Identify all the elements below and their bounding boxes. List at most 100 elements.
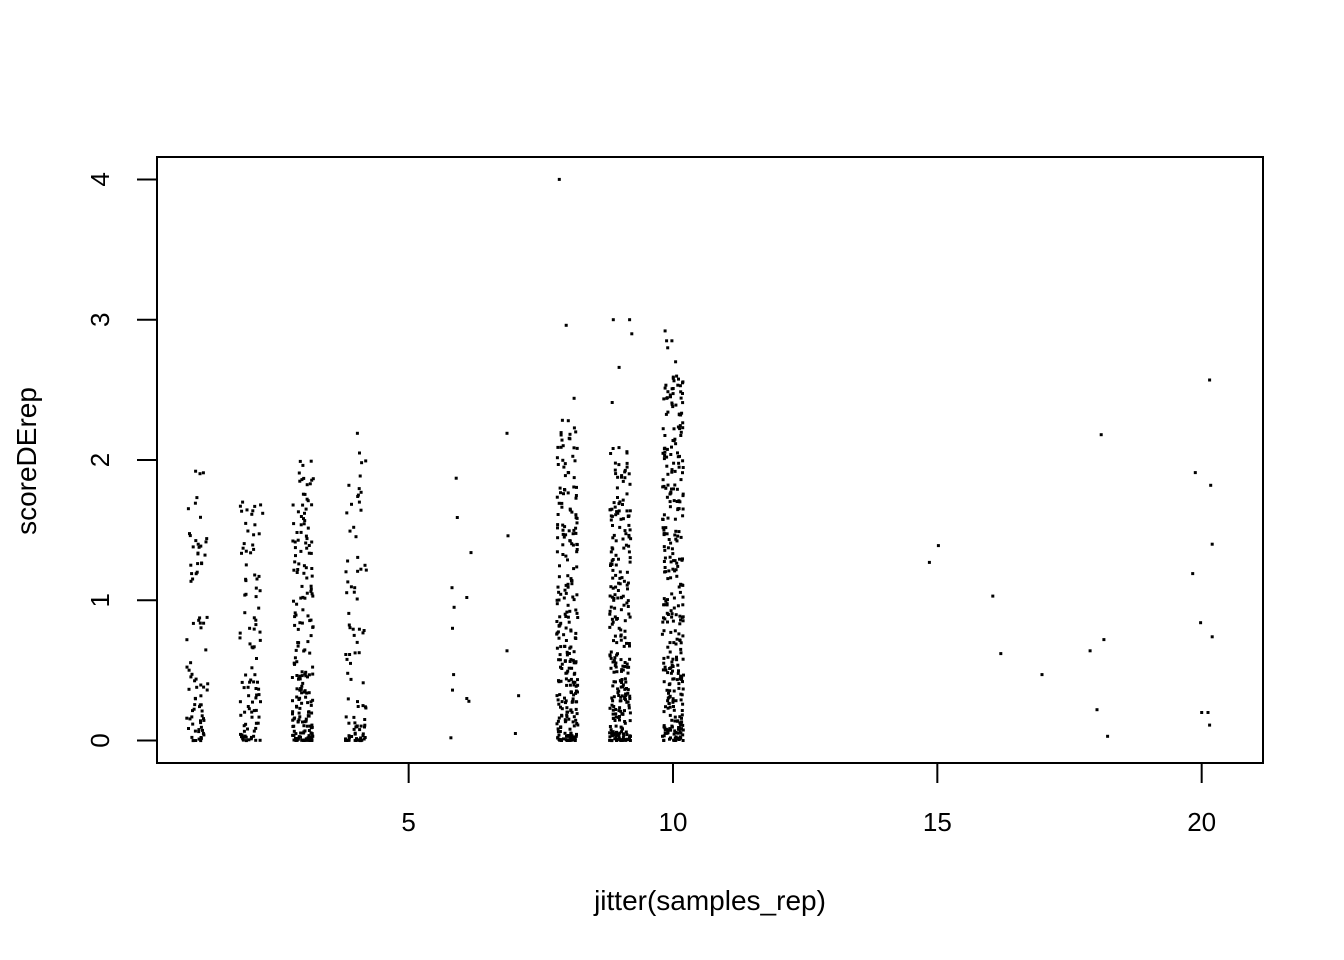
data-point: [561, 528, 565, 532]
data-point: [298, 479, 302, 483]
data-point: [295, 687, 299, 691]
data-point: [191, 709, 194, 713]
data-point: [564, 615, 568, 618]
data-point: [244, 549, 248, 553]
data-point: [252, 616, 256, 620]
data-point: [298, 696, 302, 700]
data-point: [560, 700, 564, 704]
data-point: [571, 595, 575, 599]
data-point: [620, 669, 623, 673]
data-point: [199, 515, 202, 519]
data-point: [189, 675, 193, 679]
data-point: [614, 472, 618, 476]
data-point: [616, 589, 620, 592]
data-point: [662, 629, 666, 633]
data-point: [662, 725, 666, 729]
data-point: [256, 721, 260, 725]
data-point: [673, 533, 677, 537]
data-point: [555, 620, 559, 623]
data-point: [619, 695, 623, 699]
data-point: [307, 544, 311, 547]
data-point: [310, 592, 314, 596]
data-point: [565, 610, 569, 614]
data-point: [556, 463, 560, 466]
data-point: [625, 570, 629, 574]
data-point: [573, 459, 577, 463]
data-point: [568, 432, 572, 436]
data-point: [611, 536, 615, 540]
data-point: [248, 642, 252, 646]
data-point: [298, 715, 302, 719]
data-point: [255, 657, 258, 660]
data-point: [358, 728, 362, 732]
data-point: [348, 529, 352, 533]
data-point: [622, 546, 626, 550]
data-point: [608, 594, 612, 598]
data-point: [310, 711, 314, 715]
data-point: [309, 634, 313, 638]
data-point: [676, 451, 679, 455]
data-point: [197, 618, 201, 622]
data-point: [674, 613, 678, 617]
data-point: [662, 710, 666, 714]
data-point: [681, 426, 685, 430]
data-point: [252, 547, 256, 551]
data-point: [679, 396, 683, 400]
data-point: [678, 454, 681, 458]
data-point: [555, 598, 559, 602]
data-point: [628, 719, 632, 723]
data-point: [1099, 433, 1103, 437]
data-point: [678, 614, 682, 618]
data-point: [193, 679, 197, 683]
data-point: [576, 723, 580, 727]
data-point: [673, 517, 677, 521]
data-point: [248, 626, 252, 630]
data-point: [195, 496, 199, 500]
data-point: [621, 498, 625, 502]
data-point: [628, 739, 632, 742]
data-point: [668, 505, 672, 509]
data-point: [363, 723, 367, 727]
data-point: [199, 736, 203, 739]
data-point: [192, 739, 196, 742]
data-point: [676, 564, 680, 568]
data-point: [675, 731, 678, 735]
data-point: [667, 569, 671, 573]
data-point: [307, 691, 311, 695]
data-point: [305, 546, 309, 550]
data-point: [356, 555, 360, 559]
data-point: [198, 703, 202, 707]
data-point: [568, 508, 572, 512]
data-point: [612, 533, 616, 537]
data-point: [681, 514, 685, 518]
data-point: [618, 679, 622, 683]
data-point: [254, 696, 258, 700]
data-point: [572, 485, 576, 489]
x-axis-title: jitter(samples_rep): [593, 885, 826, 916]
data-point: [244, 739, 248, 743]
data-point: [555, 694, 559, 698]
data-point: [574, 631, 578, 635]
data-point: [301, 608, 305, 612]
data-point: [624, 680, 628, 684]
data-point: [194, 572, 198, 576]
data-point: [576, 616, 580, 619]
data-point: [609, 605, 613, 609]
data-point: [238, 700, 242, 704]
data-point: [627, 612, 631, 616]
data-point: [292, 729, 296, 733]
data-point: [630, 332, 634, 336]
data-point: [298, 674, 302, 678]
data-point: [678, 557, 681, 561]
data-point: [300, 478, 304, 482]
data-point: [676, 604, 680, 608]
data-point: [670, 445, 673, 449]
data-point: [255, 693, 259, 697]
data-point: [363, 725, 366, 729]
data-point: [250, 710, 254, 714]
data-point: [623, 629, 627, 633]
data-point: [628, 644, 631, 648]
data-point: [664, 526, 668, 530]
data-point: [626, 515, 630, 518]
data-point: [311, 477, 315, 481]
